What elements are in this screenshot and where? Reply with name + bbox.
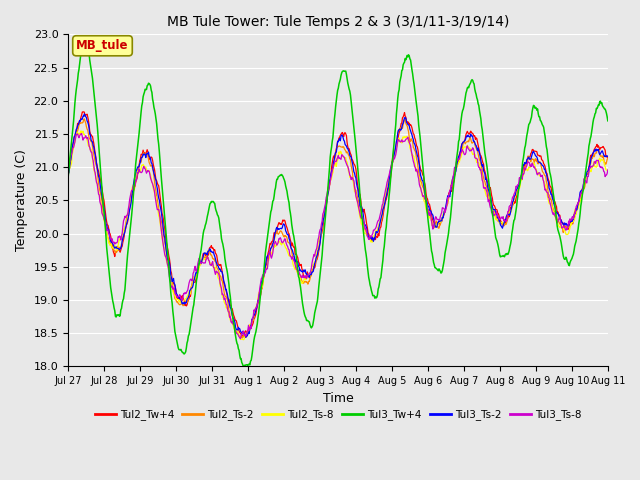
Text: MB_tule: MB_tule xyxy=(76,39,129,52)
Legend: Tul2_Tw+4, Tul2_Ts-2, Tul2_Ts-8, Tul3_Tw+4, Tul3_Ts-2, Tul3_Ts-8: Tul2_Tw+4, Tul2_Ts-2, Tul2_Ts-8, Tul3_Tw… xyxy=(91,405,586,424)
X-axis label: Time: Time xyxy=(323,392,353,405)
Title: MB Tule Tower: Tule Temps 2 & 3 (3/1/11-3/19/14): MB Tule Tower: Tule Temps 2 & 3 (3/1/11-… xyxy=(167,15,509,29)
Y-axis label: Temperature (C): Temperature (C) xyxy=(15,149,28,252)
